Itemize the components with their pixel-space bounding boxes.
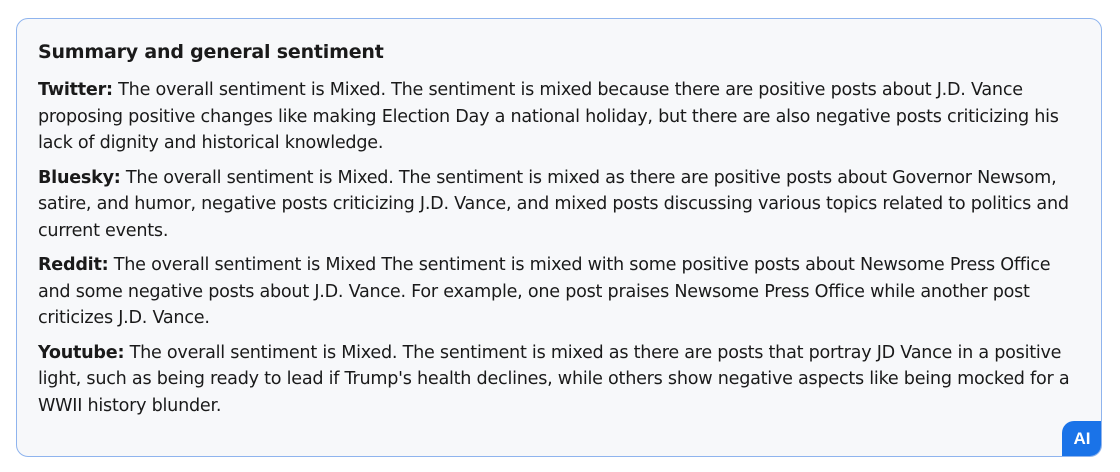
platform-label: Twitter: xyxy=(38,80,113,100)
platform-label: Reddit: xyxy=(38,255,109,275)
platform-label: Bluesky: xyxy=(38,167,121,188)
summary-reddit: Reddit: The overall sentiment is Mixed T… xyxy=(38,252,1081,332)
card-title: Summary and general sentiment xyxy=(38,41,384,63)
summary-twitter: Twitter: The overall sentiment is Mixed.… xyxy=(38,77,1081,157)
sentiment-summary-card: Summary and general sentiment Twitter: T… xyxy=(16,18,1102,457)
summary-bluesky: Bluesky: The overall sentiment is Mixed.… xyxy=(38,165,1081,245)
summary-text: The overall sentiment is Mixed. The sent… xyxy=(38,342,1070,416)
summary-text: The overall sentiment is Mixed. The sent… xyxy=(38,167,1069,241)
summary-youtube: Youtube: The overall sentiment is Mixed.… xyxy=(38,340,1081,420)
platform-label: Youtube: xyxy=(38,342,125,363)
ai-badge: AI xyxy=(1062,421,1101,456)
summary-text: The overall sentiment is Mixed The senti… xyxy=(38,255,1051,328)
summary-text: The overall sentiment is Mixed. The sent… xyxy=(38,80,1059,153)
